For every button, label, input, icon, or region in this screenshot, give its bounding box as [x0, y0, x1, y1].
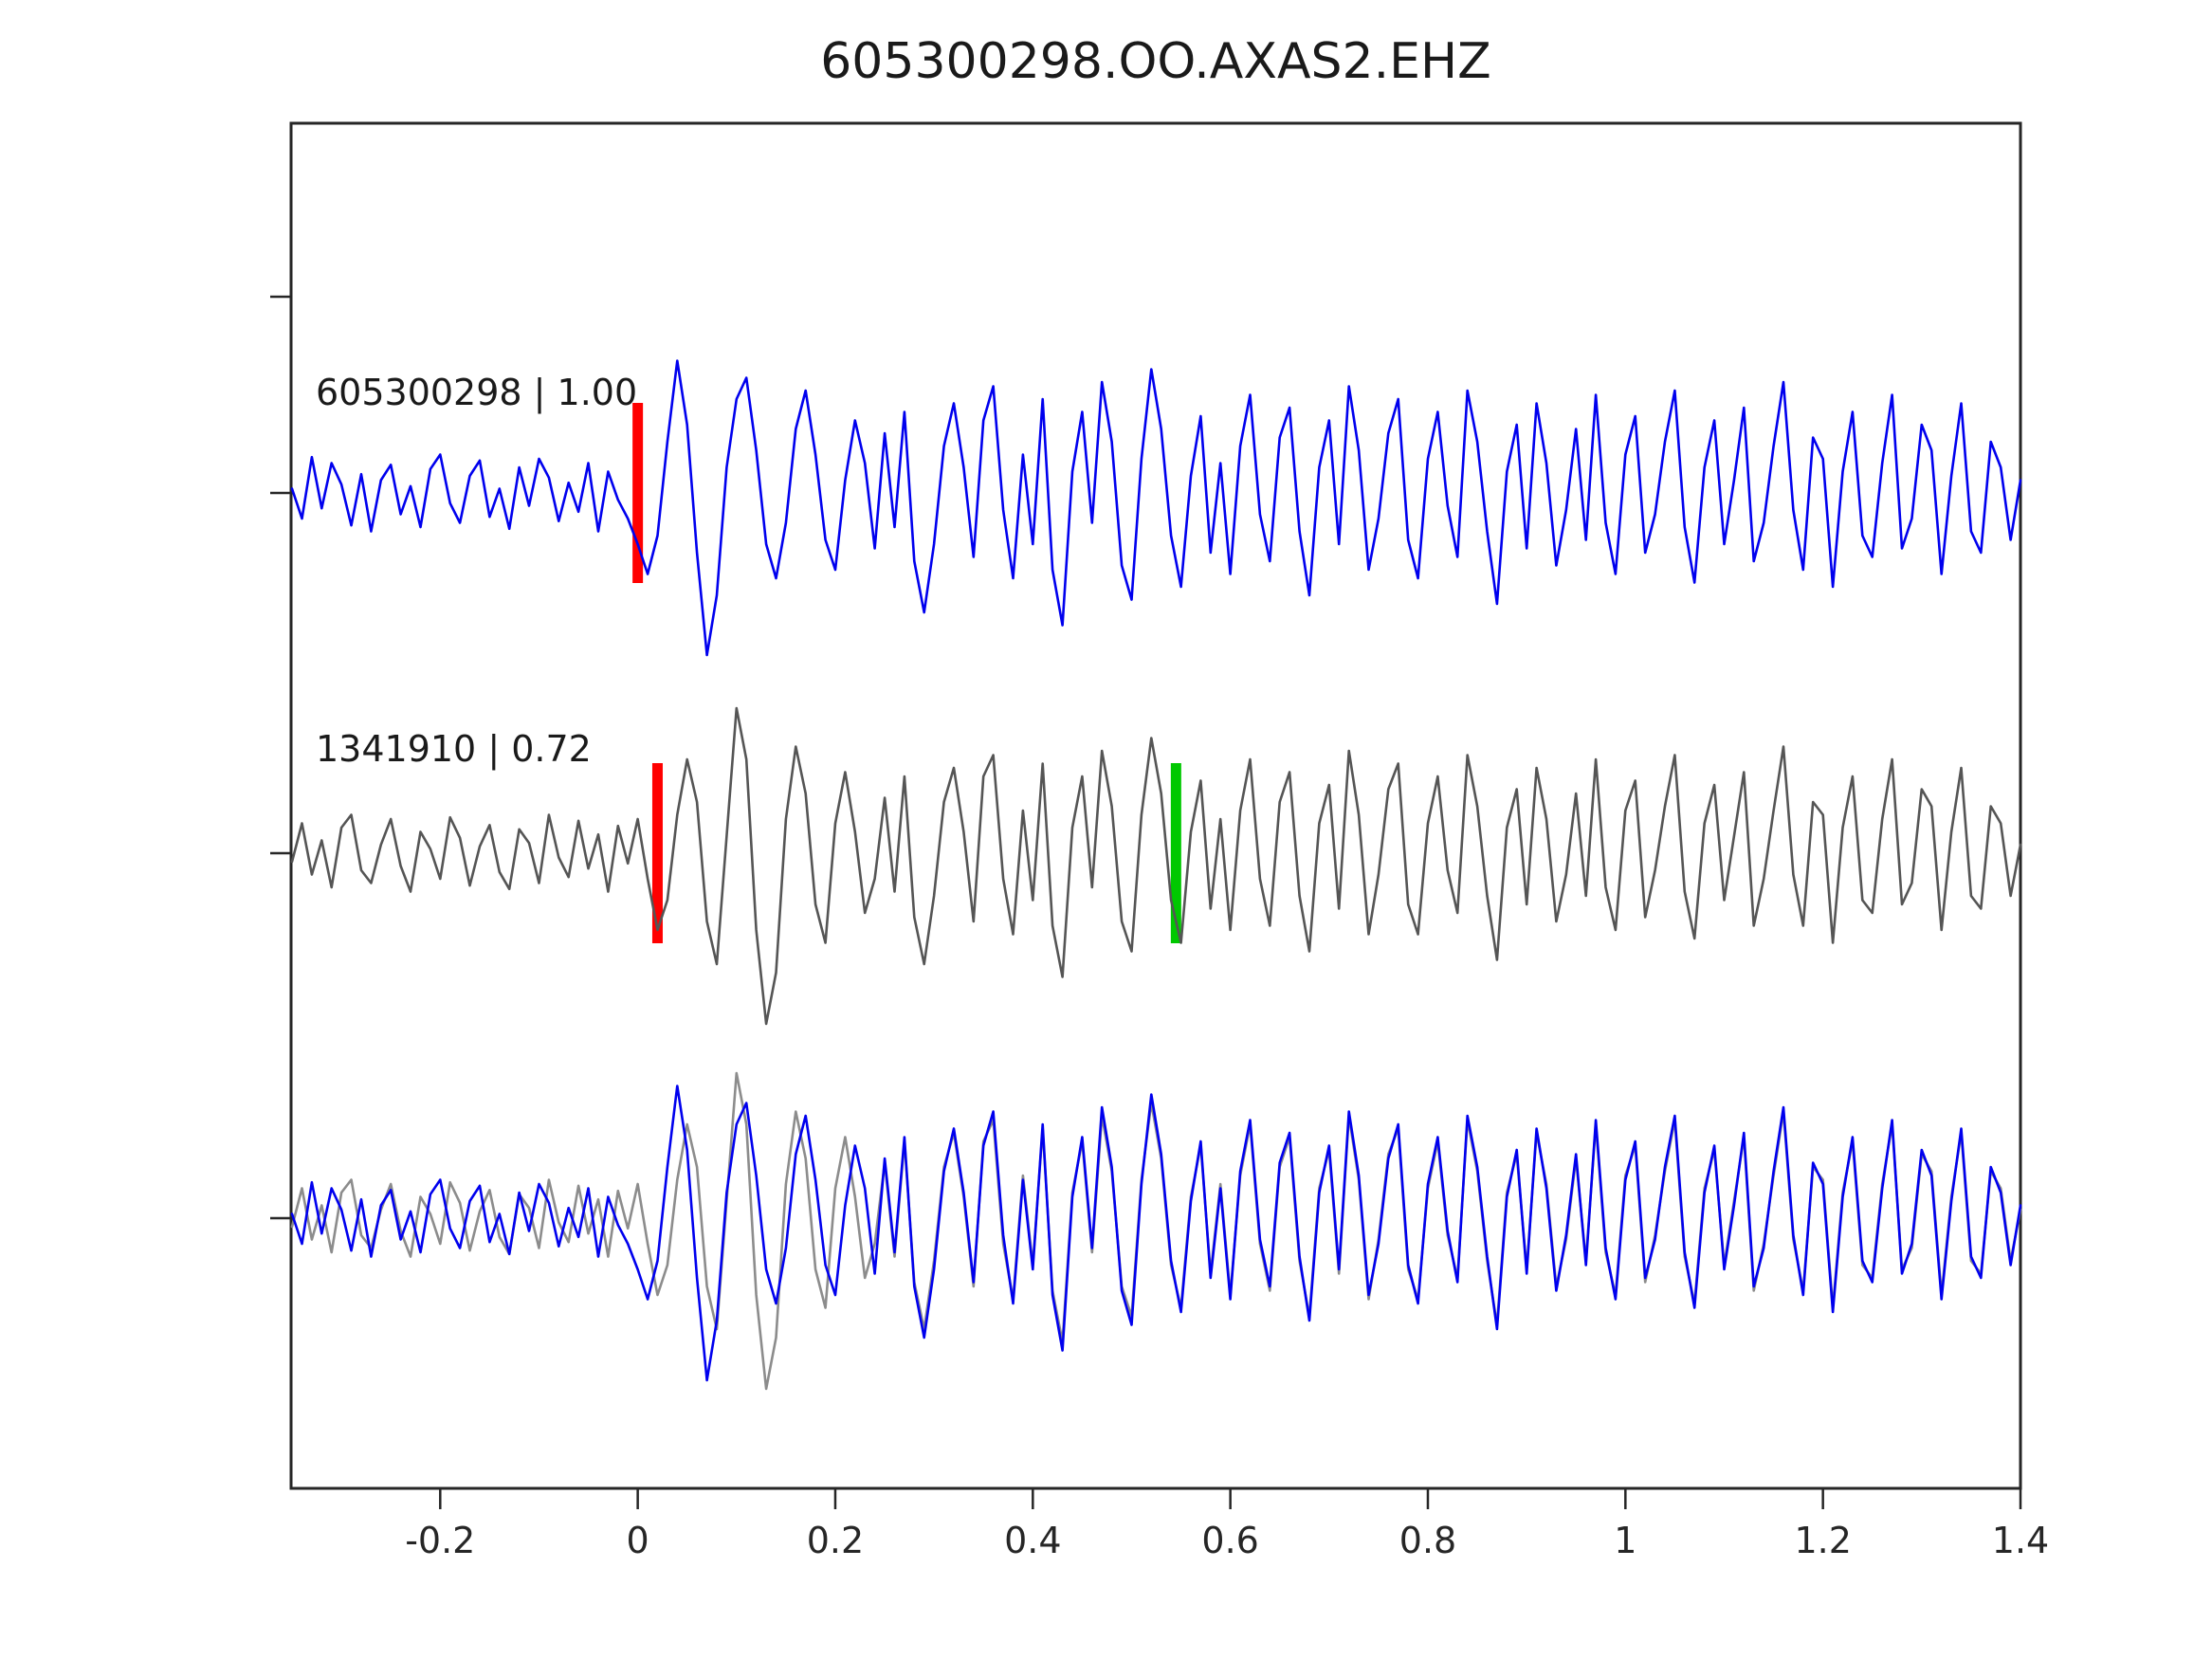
x-tick-label: 1.2: [1794, 1520, 1851, 1561]
detection-trace-label: 1341910 | 0.72: [316, 728, 592, 771]
detection-trace-row: [290, 706, 2022, 1026]
overlay-row: [290, 1071, 2022, 1391]
template-waveform-line: [290, 1085, 2022, 1382]
x-tick-label: 0.4: [1004, 1520, 1061, 1561]
x-tick-label: -0.2: [405, 1520, 475, 1561]
template-trace-row: [290, 359, 2022, 657]
axes-frame: [289, 121, 2022, 1490]
x-axis-ticks: -0.2 0 0.2 0.4 0.6 0.8 1 1.2 1.4: [405, 1488, 2049, 1561]
template-trace-label: 605300298 | 1.00: [316, 372, 637, 414]
detection-waveform-line: [290, 706, 2022, 1026]
x-tick-label: 1: [1614, 1520, 1636, 1561]
x-tick-label: 0.8: [1399, 1520, 1456, 1561]
x-tick-label: 0: [627, 1520, 649, 1561]
plot-title: 605300298.OO.AXAS2.EHZ: [820, 33, 1491, 90]
x-tick-label: 1.4: [1992, 1520, 2049, 1561]
y-axis-ticks: [270, 295, 291, 1220]
x-tick-label: 0.6: [1201, 1520, 1258, 1561]
x-tick-label: 0.2: [807, 1520, 864, 1561]
template-waveform-line: [290, 359, 2022, 657]
trace-rows: [290, 359, 2022, 1391]
